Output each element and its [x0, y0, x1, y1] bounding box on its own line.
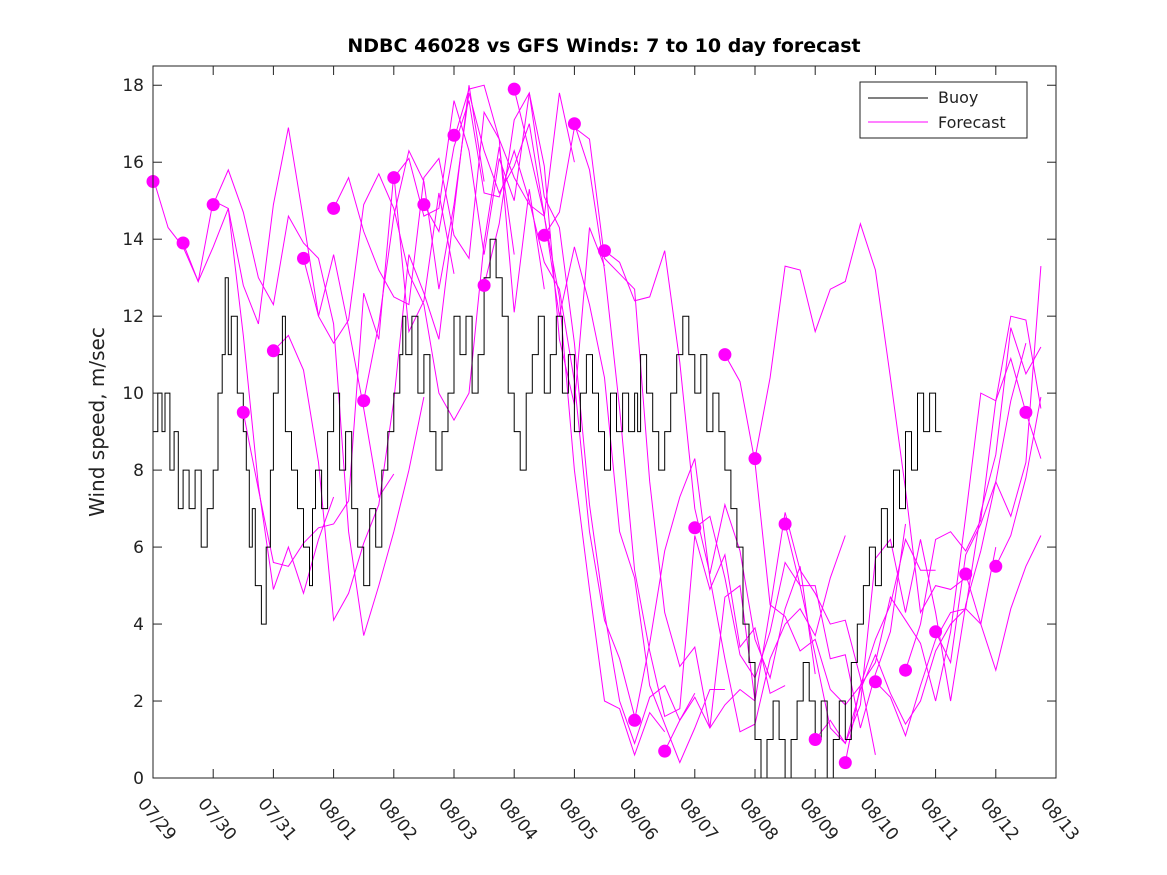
forecast-marker: [206, 198, 220, 212]
y-tick-label: 16: [122, 153, 144, 173]
legend-box: [859, 81, 1028, 139]
forecast-line-28: [965, 535, 1042, 673]
forecast-line-29: [995, 396, 1042, 567]
forecast-marker: [989, 559, 1003, 573]
forecast-marker: [477, 278, 491, 292]
forecast-marker: [959, 567, 973, 581]
forecast-line-23: [814, 342, 1027, 745]
forecast-line-24: [844, 315, 1042, 763]
forecast-marker: [567, 117, 581, 131]
legend-forecast-label: Forecast: [938, 113, 1006, 132]
forecast-marker: [357, 394, 371, 408]
y-tick-label: 18: [122, 76, 144, 96]
forecast-marker: [297, 251, 310, 265]
y-tick-label: 2: [133, 692, 144, 712]
forecast-line-22: [784, 523, 997, 745]
forecast-line-3: [212, 168, 425, 636]
chart-title: NDBC 46028 vs GFS Winds: 7 to 10 day for…: [347, 35, 860, 57]
legend-buoy-label: Buoy: [938, 88, 978, 107]
forecast-marker: [628, 713, 642, 727]
forecast-line-21: [754, 222, 967, 615]
forecast-marker: [537, 228, 551, 242]
y-tick-label: 10: [122, 384, 144, 404]
forecast-marker: [417, 198, 431, 212]
forecast-marker: [327, 201, 341, 215]
forecast-marker: [929, 625, 943, 639]
forecast-marker: [1019, 405, 1033, 419]
y-axis: 0 2 4 6 8 10 12 14 16 18: [122, 76, 1056, 789]
buoy-series: [153, 238, 942, 779]
forecast-marker: [778, 517, 792, 531]
forecast-line-8: [363, 92, 575, 401]
forecast-markers: [146, 82, 1033, 770]
forecast-lines: [152, 84, 1042, 764]
forecast-line-17: [634, 458, 846, 733]
y-tick-label: 4: [133, 615, 144, 635]
forecast-line-4: [242, 173, 455, 567]
forecast-marker: [688, 521, 702, 535]
forecast-line-26: [905, 356, 1042, 671]
y-tick-label: 14: [122, 230, 144, 250]
forecast-marker: [718, 348, 732, 362]
forecast-marker: [447, 128, 461, 142]
legend: Buoy Forecast: [859, 81, 1028, 139]
buoy-line: [153, 238, 942, 779]
forecast-line-5: [273, 85, 485, 622]
y-tick-label: 12: [122, 307, 144, 327]
forecast-marker: [748, 452, 762, 466]
forecast-line-6: [303, 146, 515, 422]
y-tick-label: 8: [133, 461, 144, 481]
forecast-line-13: [513, 88, 725, 764]
forecast-marker: [236, 405, 250, 419]
forecast-marker: [868, 675, 882, 689]
forecast-line-15: [573, 123, 786, 718]
forecast-line-14: [543, 126, 756, 729]
forecast-marker: [838, 756, 852, 770]
forecast-line-18: [664, 512, 876, 755]
forecast-line-11: [453, 84, 666, 757]
plot-area: [146, 82, 1042, 779]
forecast-marker: [266, 344, 280, 358]
y-tick-label: 6: [133, 538, 144, 558]
y-tick-label: 0: [133, 769, 144, 789]
forecast-marker: [176, 236, 190, 250]
forecast-marker: [658, 744, 672, 758]
forecast-marker: [598, 244, 611, 258]
forecast-line-7: [333, 110, 545, 313]
forecast-marker: [899, 663, 912, 677]
plot-frame: [152, 65, 1057, 779]
forecast-line-20: [724, 354, 936, 706]
y-axis-label: Wind speed, m/sec: [85, 327, 109, 517]
forecast-marker: [507, 82, 521, 96]
forecast-marker: [387, 171, 401, 185]
forecast-line-27: [935, 266, 1042, 665]
forecast-marker: [808, 733, 822, 746]
